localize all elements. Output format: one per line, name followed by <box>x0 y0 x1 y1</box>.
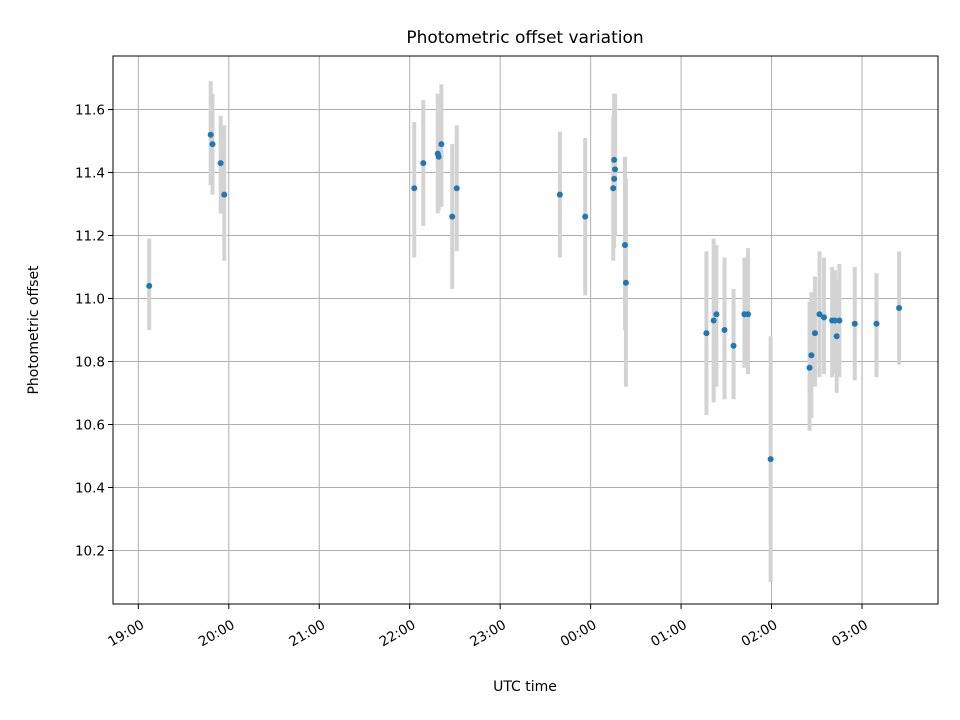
data-point <box>833 333 840 340</box>
data-point <box>610 185 617 192</box>
data-point <box>622 279 629 286</box>
data-point <box>851 320 858 327</box>
data-point <box>745 311 752 318</box>
y-tick-label: 10.4 <box>75 480 105 496</box>
data-point <box>611 175 618 182</box>
data-point <box>703 330 710 337</box>
data-point <box>713 311 720 318</box>
y-tick-label: 11.2 <box>75 229 105 245</box>
data-point <box>146 282 153 289</box>
data-point <box>873 320 880 327</box>
data-point <box>449 213 456 220</box>
y-tick-label: 10.2 <box>75 543 105 559</box>
plot-frame <box>112 55 939 605</box>
data-point <box>896 304 903 311</box>
grid <box>113 56 938 604</box>
data-point <box>808 352 815 359</box>
data-points <box>146 131 903 463</box>
y-tick-label: 10.6 <box>75 417 105 433</box>
x-tick-label: 02:00 <box>739 617 781 650</box>
chart-title: Photometric offset variation <box>406 28 643 48</box>
y-tick-label: 11.4 <box>75 166 105 182</box>
data-point <box>453 185 460 192</box>
x-tick-label: 20:00 <box>196 617 238 650</box>
data-point <box>811 330 818 337</box>
data-point <box>821 314 828 321</box>
x-tick-label: 03:00 <box>829 617 871 650</box>
y-tick-label: 10.8 <box>75 354 105 370</box>
x-tick-label: 21:00 <box>286 617 328 650</box>
data-point <box>710 317 717 324</box>
data-point <box>831 317 838 324</box>
data-point <box>438 141 445 148</box>
data-point <box>816 311 823 318</box>
data-point <box>217 160 224 167</box>
y-axis-ticks: 10.2 10.4 10.6 10.8 11.0 11.2 11.4 11.6 <box>75 103 113 559</box>
data-point <box>435 153 442 160</box>
data-point <box>221 191 228 198</box>
data-point <box>611 156 618 163</box>
x-axis-label: UTC time <box>493 679 557 695</box>
data-point <box>730 342 737 349</box>
data-point <box>836 317 843 324</box>
data-point <box>767 456 774 463</box>
y-axis-label: Photometric offset <box>26 265 42 395</box>
y-tick-label: 11.6 <box>75 103 105 119</box>
x-tick-label: 19:00 <box>105 617 147 650</box>
y-tick-label: 11.0 <box>75 292 105 308</box>
data-point <box>420 160 427 167</box>
x-axis-ticks: 19:00 20:00 21:00 22:00 23:00 00:00 01:00 02:00… <box>105 604 871 650</box>
data-point <box>806 364 813 371</box>
data-point <box>721 327 728 333</box>
x-tick-label: 22:00 <box>377 617 419 650</box>
x-tick-label: 01:00 <box>648 617 690 650</box>
data-point <box>411 185 418 192</box>
data-point <box>556 191 563 198</box>
x-tick-label: 23:00 <box>467 617 509 650</box>
data-point <box>209 141 216 148</box>
data-point <box>622 241 629 248</box>
error-bars <box>147 81 902 582</box>
x-tick-label: 00:00 <box>558 617 600 650</box>
data-point <box>207 131 214 138</box>
data-point <box>612 166 619 173</box>
data-point <box>582 213 589 220</box>
